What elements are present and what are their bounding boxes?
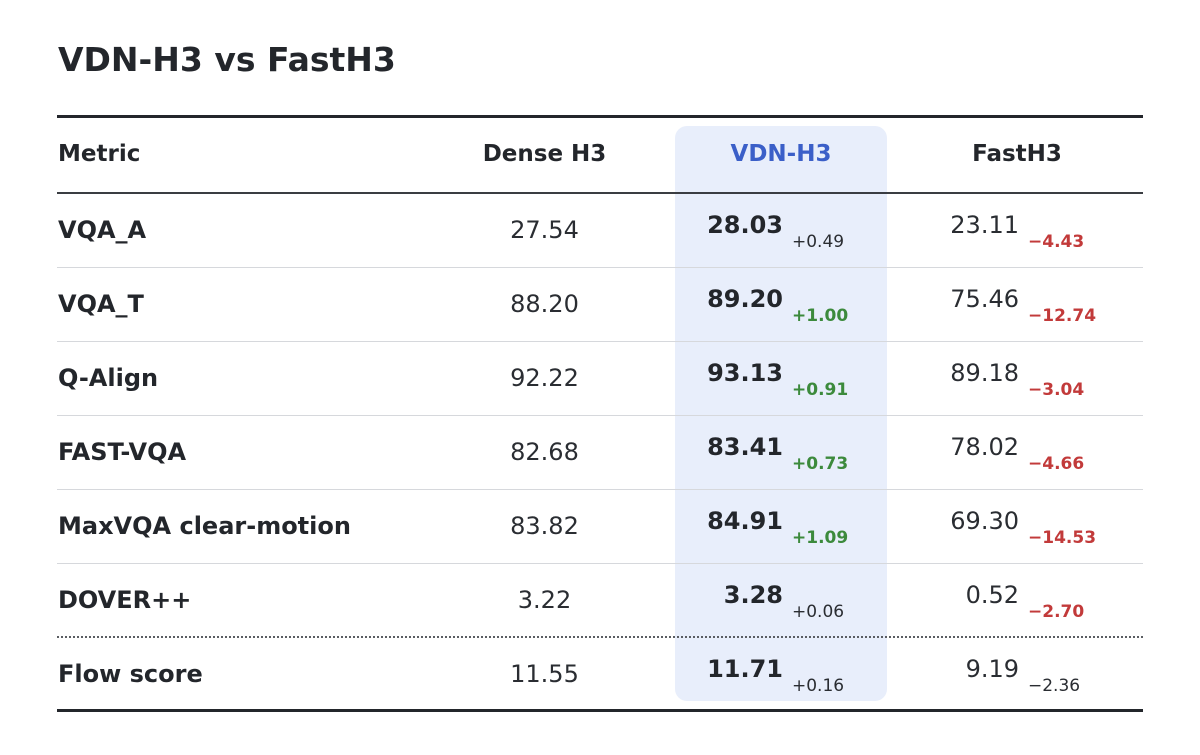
fasth3-delta: −4.43: [1028, 232, 1085, 252]
dense-h3-value: 82.68: [510, 438, 579, 466]
dense-h3-value: 27.54: [510, 216, 579, 244]
vdn-h3-value: 83.41: [707, 433, 783, 461]
metric-name: Q-Align: [58, 364, 159, 392]
row-separator: [57, 563, 1143, 564]
fasth3-value: 75.46: [950, 285, 1019, 313]
vdn-h3-value: 28.03: [707, 211, 783, 239]
comparison-table: Metric Dense H3 VDN-H3 FastH3 VQA_A 27.54…: [57, 115, 1143, 713]
dotted-separator: [57, 636, 1143, 638]
dense-h3-value: 83.82: [510, 512, 579, 540]
vdn-h3-value: 84.91: [707, 507, 783, 535]
vdn-h3-delta: +0.06: [792, 602, 845, 622]
header-rule: [57, 192, 1143, 194]
header-dense-h3: Dense H3: [482, 141, 607, 167]
fasth3-delta: −2.36: [1028, 676, 1081, 696]
metric-name: VQA_T: [58, 290, 144, 318]
dense-h3-value: 92.22: [510, 364, 579, 392]
table-row: VQA_A 27.54 28.03 +0.49 23.11 −4.43: [57, 193, 1143, 267]
table-row: MaxVQA clear-motion 83.82 84.91 +1.09 69.30−…: [57, 489, 1143, 563]
table-row: FAST-VQA 82.68 83.41 +0.73 78.02 −4.66: [57, 415, 1143, 489]
fasth3-value: 0.52: [965, 581, 1019, 609]
vdn-h3-delta: +0.49: [792, 232, 845, 252]
vdn-h3-delta: +1.00: [792, 306, 849, 326]
fasth3-delta: −4.66: [1028, 454, 1085, 474]
dense-h3-value: 88.20: [510, 290, 579, 318]
fasth3-value: 89.18: [950, 359, 1019, 387]
fasth3-value: 23.11: [950, 211, 1019, 239]
table-top-rule: [57, 115, 1143, 118]
row-separator: [57, 341, 1143, 342]
metric-name: VQA_A: [58, 216, 147, 244]
table-row: DOVER++ 3.22 3.28 +0.06 0.52 −2.70: [57, 563, 1143, 637]
metric-name: Flow score: [58, 660, 203, 688]
vdn-h3-delta: +0.16: [792, 676, 845, 696]
table-bottom-rule: [57, 709, 1143, 712]
dense-h3-value: 11.55: [510, 660, 579, 688]
row-separator: [57, 415, 1143, 416]
fasth3-delta: −14.53: [1028, 528, 1097, 548]
dense-h3-value: 3.22: [517, 586, 572, 614]
vdn-h3-delta: +0.73: [792, 454, 849, 474]
vdn-h3-delta: +1.09: [792, 528, 849, 548]
metric-name: FAST-VQA: [58, 438, 187, 466]
fasth3-value: 78.02: [950, 433, 1019, 461]
row-separator: [57, 489, 1143, 490]
row-separator: [57, 267, 1143, 268]
metric-name: MaxVQA clear-motion: [58, 512, 351, 540]
table-row: Q-Align 92.22 93.13 +0.91 89.18 −3.04: [57, 341, 1143, 415]
header-fasth3: FastH3: [972, 141, 1062, 167]
fasth3-delta: −12.74: [1028, 306, 1097, 326]
fasth3-delta: −2.70: [1028, 602, 1085, 622]
vdn-h3-delta: +0.91: [792, 380, 849, 400]
vdn-h3-value: 3.28: [723, 581, 783, 609]
header-metric: Metric: [58, 141, 141, 167]
fasth3-delta: −3.04: [1028, 380, 1085, 400]
header-vdn-h3: VDN-H3: [730, 141, 832, 167]
fasth3-value: 9.19: [965, 655, 1019, 683]
vdn-column-highlight: [675, 126, 887, 701]
fasth3-value: 69.30: [950, 507, 1019, 535]
vdn-h3-value: 89.20: [707, 285, 783, 313]
metric-name: DOVER++: [58, 586, 192, 614]
table-header: Metric Dense H3 VDN-H3 FastH3: [57, 115, 1143, 193]
page-title: VDN-H3 vs FastH3: [58, 40, 396, 79]
vdn-h3-value: 11.71: [707, 655, 783, 683]
table-row: VQA_T 88.20 89.20 +1.00 75.46 −12.74: [57, 267, 1143, 341]
table-row: Flow score 11.55 11.71 +0.16 9.19 −2.36: [57, 637, 1143, 711]
vdn-h3-value: 93.13: [707, 359, 783, 387]
